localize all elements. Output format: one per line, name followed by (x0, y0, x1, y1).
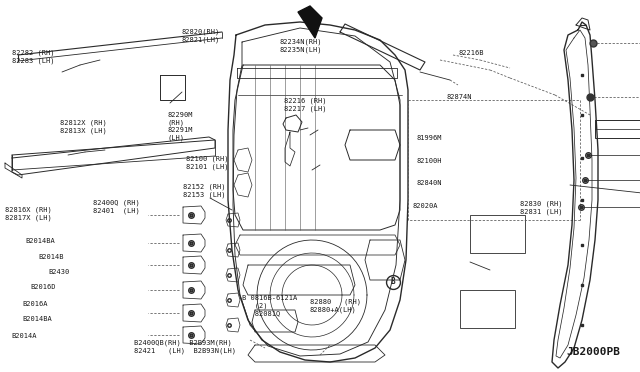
Text: 82234N(RH)
82235N(LH): 82234N(RH) 82235N(LH) (279, 38, 321, 52)
Text: B2014BA: B2014BA (26, 238, 55, 244)
Text: 82812X (RH)
82813X (LH): 82812X (RH) 82813X (LH) (60, 120, 106, 134)
Text: 82874N: 82874N (447, 94, 472, 100)
Bar (460, 290, 515, 328)
Text: 82216 (RH)
82217 (LH): 82216 (RH) 82217 (LH) (284, 98, 326, 112)
Text: B2430: B2430 (48, 269, 69, 275)
Text: B2400QB(RH)  B2B93M(RH)
82421   (LH)  B2B93N(LH): B2400QB(RH) B2B93M(RH) 82421 (LH) B2B93N… (134, 340, 236, 354)
Text: 82216B: 82216B (458, 50, 484, 56)
Text: 82020A: 82020A (413, 203, 438, 209)
Text: 82880   (RH)
82880+A(LH): 82880 (RH) 82880+A(LH) (310, 299, 361, 313)
Text: B2016D: B2016D (31, 284, 56, 290)
Text: B2016A: B2016A (22, 301, 48, 307)
Text: 82840N: 82840N (417, 180, 442, 186)
Bar (470, 215, 525, 253)
Text: 82290M
(RH)
82291M
(LH): 82290M (RH) 82291M (LH) (168, 112, 193, 141)
Text: 81996M: 81996M (417, 135, 442, 141)
Polygon shape (298, 6, 322, 38)
Text: B2014A: B2014A (12, 333, 37, 339)
Text: JB2000PB: JB2000PB (567, 347, 621, 357)
Text: 82100 (RH)
82101 (LH): 82100 (RH) 82101 (LH) (186, 155, 228, 170)
Text: 82820(RH)
82821(LH): 82820(RH) 82821(LH) (181, 28, 220, 42)
Text: B: B (390, 278, 396, 286)
Text: B2014B: B2014B (38, 254, 64, 260)
Text: B 0816B-6121A
   (2)
   82081Q: B 0816B-6121A (2) 82081Q (242, 295, 297, 317)
Text: 82100H: 82100H (417, 158, 442, 164)
Text: 82816X (RH)
82817X (LH): 82816X (RH) 82817X (LH) (5, 207, 52, 221)
Text: 82152 (RH)
82153 (LH): 82152 (RH) 82153 (LH) (183, 183, 225, 198)
Text: B2014BA: B2014BA (22, 316, 52, 322)
Bar (595, 120, 640, 138)
Text: 82830 (RH)
82831 (LH): 82830 (RH) 82831 (LH) (520, 201, 562, 215)
Text: 82282 (RH)
82283 (LH): 82282 (RH) 82283 (LH) (12, 49, 54, 64)
Text: 82400Q (RH)
82401  (LH): 82400Q (RH) 82401 (LH) (93, 200, 140, 214)
